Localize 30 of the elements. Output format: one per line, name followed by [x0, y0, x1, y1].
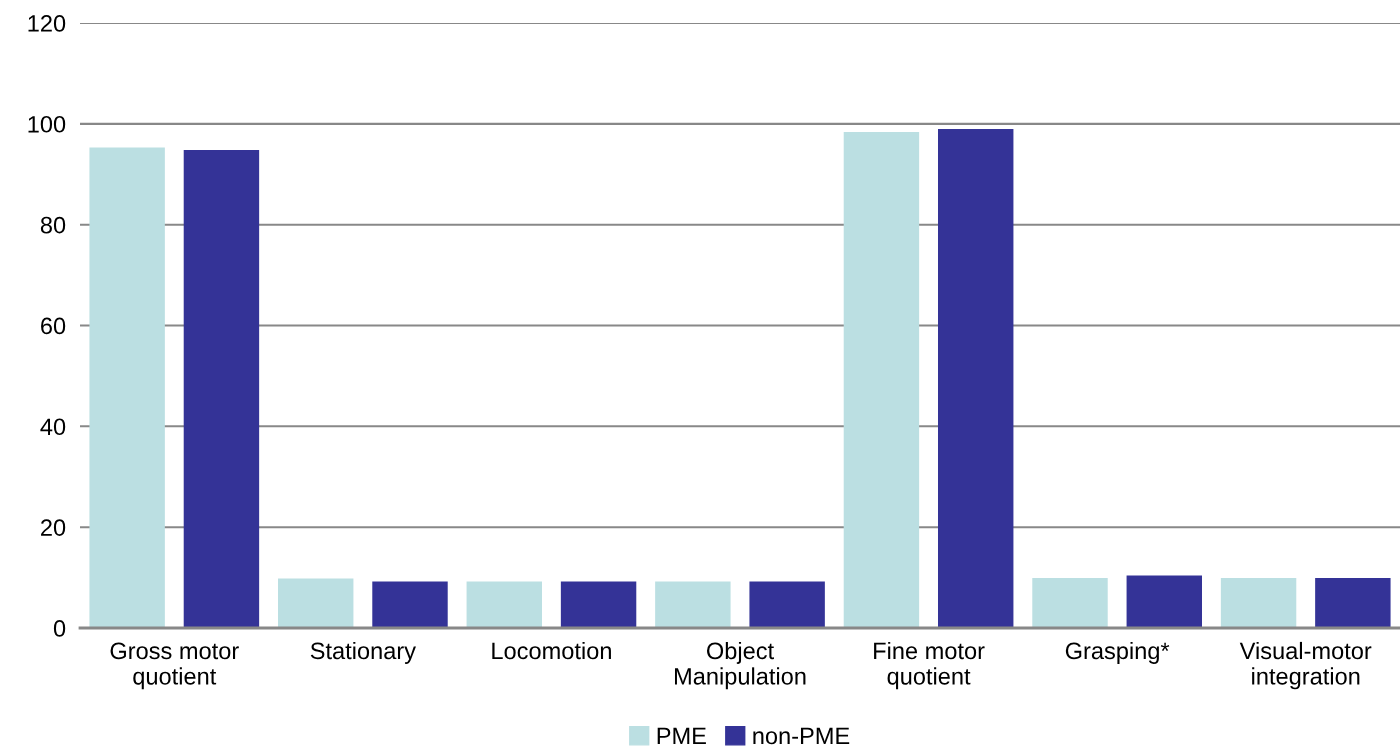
x-tick-label: Stationary — [310, 641, 416, 664]
bar — [938, 128, 1014, 628]
y-tick-label: 40 — [40, 418, 66, 436]
bar — [1126, 575, 1202, 628]
bar — [372, 581, 448, 628]
bar — [278, 578, 354, 628]
bar — [749, 581, 825, 628]
x-tick-label: Object Manipulation — [675, 641, 806, 690]
bar — [655, 581, 731, 628]
bar — [1315, 578, 1391, 628]
bar — [843, 131, 920, 628]
y-tick-label: 60 — [41, 317, 66, 335]
x-tick-label: Gross motor quotient — [110, 642, 239, 690]
y-tick-label: 80 — [40, 216, 66, 234]
bar — [1032, 578, 1108, 628]
x-tick-label: Grasping* — [1065, 641, 1170, 664]
bar — [89, 147, 165, 628]
legend-label: non-PME — [753, 727, 850, 745]
y-tick-label: 120 — [28, 15, 66, 32]
x-tick-label: Visual-motor integration — [1239, 641, 1372, 690]
bar — [560, 581, 637, 628]
x-tick-label: Fine motor quotient — [874, 641, 985, 690]
y-tick-label: 20 — [41, 519, 66, 536]
bar — [1220, 578, 1297, 628]
bar — [466, 581, 542, 628]
y-tick-label: 0 — [53, 620, 66, 637]
y-tick-label: 100 — [28, 115, 66, 133]
legend-label: PME — [657, 727, 706, 745]
x-tick-label: Locomotion — [492, 641, 611, 660]
bar — [183, 150, 260, 628]
